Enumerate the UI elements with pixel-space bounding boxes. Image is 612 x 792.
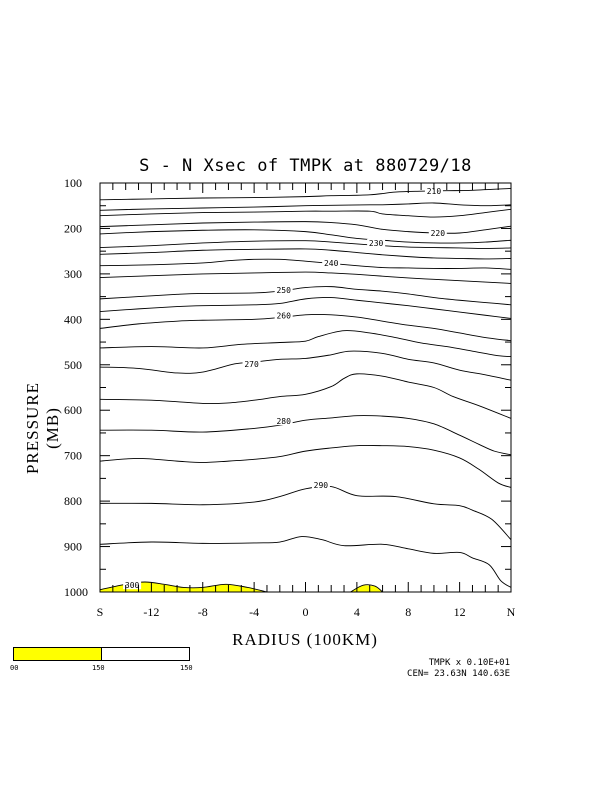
color-bar — [13, 647, 190, 661]
contour-label-230: 230 — [369, 239, 384, 248]
x-tick-label-4: 0 — [303, 605, 309, 619]
info-line-center: CEN= 23.63N 140.63E — [407, 669, 510, 679]
contour-line-210-19 — [99, 202, 512, 211]
y-axis-label: PRESSURE (MB) — [23, 381, 62, 475]
x-tick-label-6: 8 — [405, 605, 411, 619]
x-tick-label-3: -4 — [249, 605, 259, 619]
contour-label-bg-6 — [242, 359, 261, 368]
tick-marks-group — [99, 182, 512, 593]
y-tick-label-400: 400 — [64, 312, 82, 326]
color-bar-label-2: 150 — [180, 664, 193, 672]
contour-labels-group: 210 220 230 240 250 260 270 280 290 300 — [123, 187, 447, 590]
y-tick-label-200: 200 — [64, 221, 82, 235]
contour-line-250-10 — [99, 297, 512, 319]
contour-line-280-4 — [99, 445, 512, 488]
y-tick-label-100: 100 — [64, 176, 82, 190]
contour-label-bg-3 — [322, 258, 341, 267]
contour-label-bg-0 — [424, 187, 443, 196]
info-block: TMPK x 0.10E+01 CEN= 23.63N 140.63E — [380, 658, 510, 680]
x-axis-label: RADIUS (100KM) — [232, 630, 378, 649]
contour-label-300: 300 — [125, 581, 140, 590]
y-tick-label-600: 600 — [64, 403, 82, 417]
contour-line-300-1 — [350, 584, 383, 593]
contour-label-bg-7 — [274, 417, 293, 426]
y-tick-labels-group: 100 200 300 400 500 600 700 800 900 1000 — [64, 176, 88, 599]
plot-frame — [99, 182, 512, 593]
contour-label-bg-1 — [428, 228, 447, 237]
contour-label-210: 210 — [427, 187, 442, 196]
contour-line-250-11 — [99, 286, 512, 306]
contour-label-290: 290 — [314, 481, 329, 490]
contour-line-240-13 — [99, 258, 512, 270]
contour-label-bg-9 — [123, 581, 142, 590]
info-line-variable: TMPK x 0.10E+01 — [428, 658, 510, 668]
y-tick-label-500: 500 — [64, 358, 82, 372]
contour-line-270-6 — [99, 373, 512, 419]
contour-label-270: 270 — [244, 360, 259, 369]
contour-label-240: 240 — [324, 259, 339, 268]
y-tick-label-800: 800 — [64, 494, 82, 508]
x-tick-label-1: -12 — [143, 605, 159, 619]
contour-line-280-5 — [99, 415, 512, 456]
x-tick-label-0: S — [97, 605, 104, 619]
x-tick-label-8: N — [507, 605, 516, 619]
contour-lines-group — [99, 188, 512, 593]
color-bar-segment-white — [102, 648, 189, 660]
x-tick-label-5: 4 — [354, 605, 360, 619]
contour-line-290-2 — [99, 536, 512, 588]
chart-title: S - N Xsec of TMPK at 880729/18 — [139, 156, 472, 176]
shaded-region-1 — [350, 585, 383, 592]
y-tick-label-900: 900 — [64, 540, 82, 554]
contour-line-270-7 — [99, 350, 512, 381]
contour-label-220: 220 — [431, 229, 446, 238]
contour-line-210-18 — [99, 208, 512, 218]
contour-label-260: 260 — [276, 312, 291, 321]
contour-line-220-17 — [99, 221, 512, 234]
contour-line-260-8 — [99, 330, 512, 358]
y-tick-label-700: 700 — [64, 449, 82, 463]
contour-label-bg-5 — [274, 311, 293, 320]
contour-line-230-14 — [99, 248, 512, 260]
x-tick-labels-group: S -12 -8 -4 0 4 8 12 N — [97, 605, 516, 619]
y-tick-label-1000: 1000 — [64, 585, 88, 599]
contour-label-bg-8 — [311, 481, 330, 490]
color-bar-label-1: 150 — [92, 664, 105, 672]
contour-line-290-3 — [99, 485, 512, 541]
contour-line-210-20 — [99, 188, 512, 201]
contour-label-bg-2 — [367, 238, 386, 247]
contour-line-220-16 — [99, 229, 512, 244]
color-bar-label-0: 00 — [10, 664, 19, 672]
contour-label-280: 280 — [276, 417, 291, 426]
color-bar-segment-yellow — [14, 648, 102, 660]
contour-line-230-15 — [99, 240, 512, 249]
y-tick-label-300: 300 — [64, 267, 82, 281]
contour-line-240-12 — [99, 271, 512, 284]
contour-line-260-9 — [99, 314, 512, 342]
contour-label-bg-4 — [274, 286, 293, 295]
contour-label-250: 250 — [276, 286, 291, 295]
x-tick-label-2: -8 — [198, 605, 208, 619]
x-tick-label-7: 12 — [454, 605, 466, 619]
